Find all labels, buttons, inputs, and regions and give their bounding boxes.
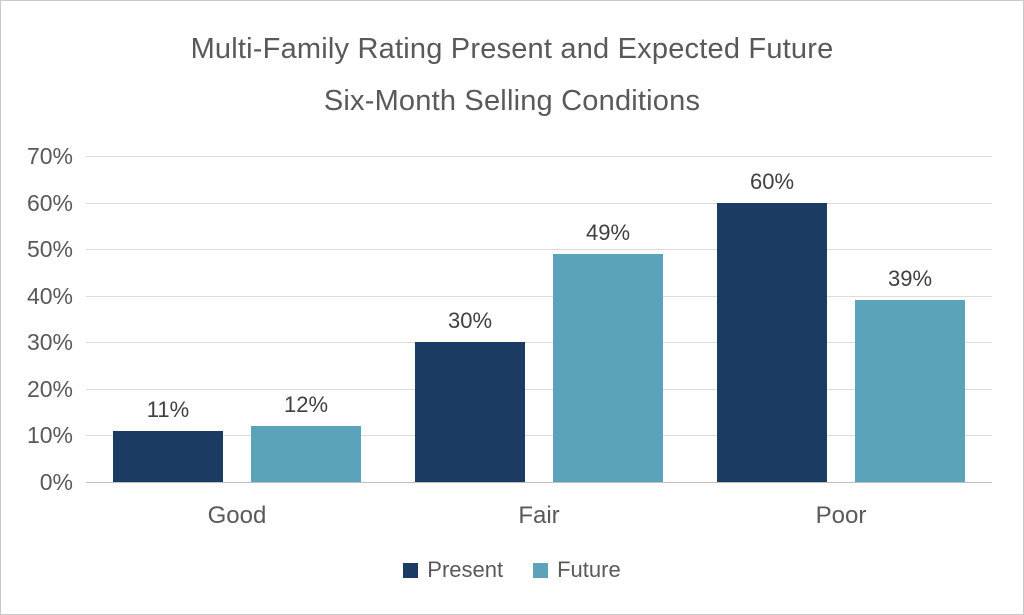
plot-area: 11% 12% Good 30% 49% Fair 60% 39% Poor <box>86 156 992 529</box>
y-tick-label: 70% <box>26 143 73 169</box>
y-axis-tick-labels: 70% 60% 50% 40% 30% 20% 10% 0% <box>1 143 73 495</box>
legend-label-future: Future <box>557 557 621 582</box>
legend-swatch-present <box>403 562 419 578</box>
chart-title-line2: Six-Month Selling Conditions <box>323 85 701 117</box>
data-label-future-fair: 49% <box>585 220 631 245</box>
gridline <box>86 296 992 297</box>
y-tick-label: 30% <box>26 329 73 355</box>
data-label-present-fair: 30% <box>447 308 493 333</box>
gridline <box>86 156 992 157</box>
chart-title: Multi-Family Rating Present and Expected… <box>1 23 1023 127</box>
y-tick-label: 10% <box>26 422 73 448</box>
x-axis-line <box>86 482 992 483</box>
legend-entry-future: Future <box>533 557 621 583</box>
data-label-present-good: 11% <box>146 397 190 422</box>
bar-present-good <box>113 431 223 482</box>
x-category-label-fair: Fair <box>518 502 560 529</box>
legend-label-present: Present <box>427 557 504 582</box>
y-tick-label: 60% <box>26 190 73 216</box>
gridline <box>86 435 992 436</box>
legend: Present Future <box>1 557 1023 583</box>
chart-title-line1: Multi-Family Rating Present and Expected… <box>190 33 834 65</box>
bar-future-poor <box>855 300 965 482</box>
gridline <box>86 249 992 250</box>
bar-present-poor <box>717 203 827 482</box>
y-tick-label: 40% <box>26 283 73 309</box>
data-label-future-good: 12% <box>283 392 329 417</box>
bar-present-fair <box>415 342 525 482</box>
y-tick-label: 50% <box>26 236 73 262</box>
data-label-future-poor: 39% <box>887 266 933 291</box>
y-tick-label: 20% <box>26 376 73 402</box>
x-category-label-good: Good <box>207 502 267 529</box>
gridline <box>86 203 992 204</box>
gridline <box>86 389 992 390</box>
bar-future-fair <box>553 254 663 482</box>
y-tick-label: 0% <box>39 469 73 495</box>
legend-swatch-future <box>533 562 549 578</box>
x-category-label-poor: Poor <box>815 502 867 529</box>
legend-entry-present: Present <box>403 557 503 583</box>
data-label-present-poor: 60% <box>749 169 795 194</box>
gridline <box>86 342 992 343</box>
bar-future-good <box>251 426 361 482</box>
